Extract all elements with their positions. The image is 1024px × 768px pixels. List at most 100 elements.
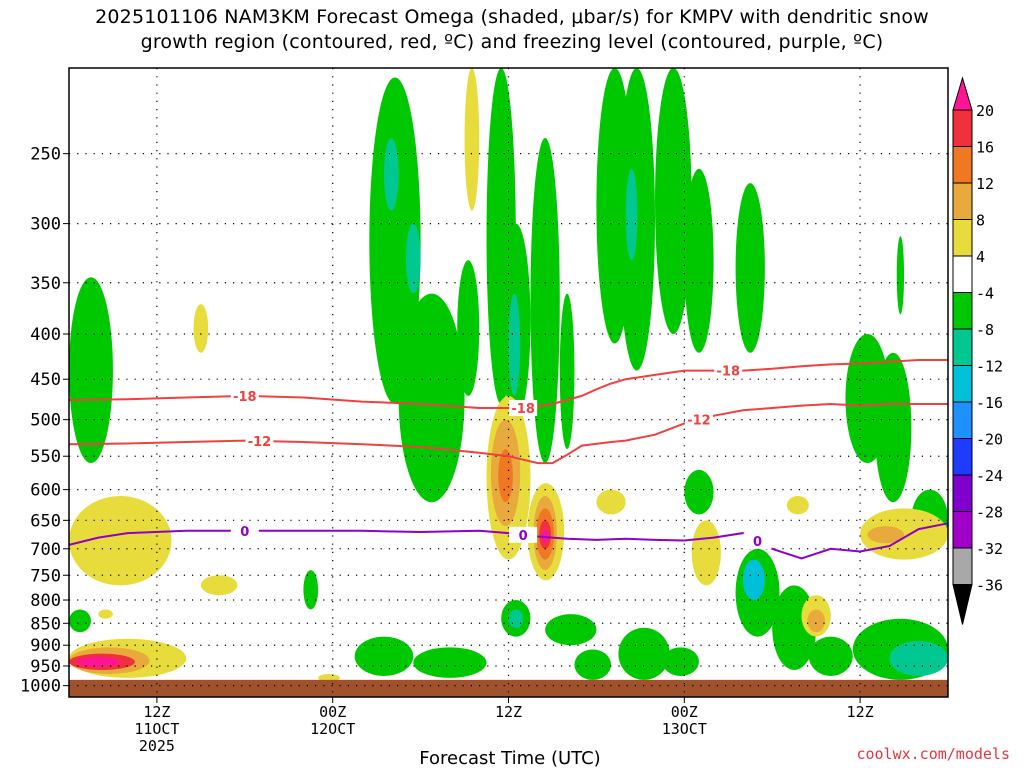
omega-region-35: [684, 469, 714, 515]
colorbar-segment: [952, 219, 973, 257]
y-axis: 2503003504004505005506006507007508008509…: [20, 145, 69, 697]
y-tick-label: 450: [30, 370, 61, 390]
omega-region-19: [874, 352, 912, 503]
colorbar-label: -12: [976, 358, 1003, 376]
colorbar-label: 12: [976, 175, 994, 193]
y-tick-label: 900: [30, 636, 61, 656]
omega-region-14: [655, 68, 692, 335]
x-tick-label: 00Z: [671, 703, 698, 721]
contour-label--18: -18: [233, 390, 257, 405]
omega-region-24: [508, 609, 524, 628]
contour-label-0: 0: [753, 535, 762, 550]
omega-region-37: [69, 609, 91, 633]
contour-label-0: 0: [240, 525, 249, 540]
colorbar-top-arrow: [952, 76, 973, 111]
omega-region-60: [807, 609, 825, 633]
colorbar-label: -8: [976, 321, 994, 339]
y-tick-label: 1000: [20, 677, 61, 697]
contour-label--18: -18: [511, 402, 535, 417]
y-tick-label: 600: [30, 481, 61, 501]
colorbar-segment: [952, 292, 973, 330]
contour-label-0: 0: [519, 529, 528, 544]
contour--12: [68, 402, 948, 465]
omega-region-54: [596, 489, 626, 515]
chart-title-line-1: 2025101106 NAM3KM Forecast Omega (shaded…: [95, 6, 929, 28]
y-tick-label: 950: [30, 657, 61, 677]
omega-region-17: [896, 236, 905, 315]
omega-region-58: [867, 526, 905, 544]
colorbar-label: -16: [976, 394, 1003, 412]
omega-region-48: [498, 449, 513, 503]
colorbar-segment: [952, 328, 973, 366]
x-tick-label: 00Z: [319, 703, 346, 721]
omega-region-26: [574, 649, 612, 680]
credit-text[interactable]: coolwx.com/models: [856, 745, 1010, 763]
omega-region-0: [69, 277, 113, 464]
temperature-contours: -18 -18 -18 -12 -12 0 0 0: [68, 359, 949, 560]
omega-region-44: [193, 304, 209, 353]
y-tick-label: 550: [30, 447, 61, 467]
colorbar-segment: [952, 146, 973, 184]
x-tick-label: 12Z: [847, 703, 874, 721]
omega-region-25: [545, 614, 597, 646]
omega-shading: [69, 68, 948, 682]
omega-region-1: [369, 77, 421, 404]
omega-region-62: [98, 609, 113, 619]
contour-label-bg: [509, 526, 538, 543]
contour-label--12: -12: [248, 435, 272, 450]
y-tick-label: 350: [30, 274, 61, 294]
colorbar-segment: [952, 109, 973, 147]
colorbar: 20 16 12 8 4 -4 -8 -12 -16 -20 -24 -28 -32 -36: [952, 76, 1003, 625]
y-tick-label: 700: [30, 540, 61, 560]
y-tick-label: 850: [30, 614, 61, 634]
contour-label-bg: [230, 522, 259, 539]
omega-region-4: [398, 293, 465, 503]
omega-region-55: [691, 520, 721, 586]
x-tick-label: 13OCT: [662, 720, 707, 738]
omega-region-3: [405, 223, 421, 294]
contour-label--12: -12: [687, 414, 711, 429]
omega-region-42: [76, 656, 121, 667]
colorbar-segment: [952, 401, 973, 439]
omega-region-38: [69, 495, 172, 586]
colorbar-label: -36: [976, 577, 1003, 595]
x-tick-label: 12OCT: [310, 720, 355, 738]
contour-label-bg: [230, 387, 259, 404]
omega-region-27: [618, 627, 670, 680]
omega-region-28: [662, 647, 699, 676]
omega-region-22: [413, 647, 487, 678]
omega-region-13: [625, 168, 638, 261]
colorbar-label: 4: [976, 248, 985, 266]
x-tick-label: 11OCT: [134, 720, 179, 738]
colorbar-segment: [952, 182, 973, 220]
x-axis-label: Forecast Time (UTC): [419, 748, 600, 768]
colorbar-segment: [952, 438, 973, 476]
colorbar-label: -4: [976, 285, 994, 303]
y-tick-label: 650: [30, 511, 61, 531]
colorbar-label: 20: [976, 102, 994, 120]
contour-label-bg: [245, 432, 274, 449]
colorbar-label: -28: [976, 504, 1003, 522]
omega-region-45: [464, 68, 480, 211]
contour-label-bg: [509, 399, 538, 416]
contour-label--18: -18: [717, 365, 741, 380]
omega-region-61: [318, 673, 341, 682]
y-tick-label: 300: [30, 215, 61, 235]
x-tick-label: 2025: [139, 737, 175, 755]
omega-region-21: [354, 636, 414, 676]
x-tick-label: 12Z: [495, 703, 522, 721]
y-tick-label: 250: [30, 145, 61, 165]
contour-label-bg: [743, 533, 772, 550]
contour-label-bg: [714, 362, 743, 379]
y-tick-label: 500: [30, 411, 61, 431]
omega-region-2: [383, 137, 399, 211]
colorbar-segment: [952, 255, 973, 293]
omega-region-10: [559, 293, 575, 450]
omega-region-16: [735, 183, 765, 353]
colorbar-label: -20: [976, 431, 1003, 449]
omega-region-30: [742, 559, 765, 601]
chart-title-line-2: growth region (contoured, red, ºC) and f…: [140, 31, 884, 53]
contour--18: [68, 359, 948, 409]
